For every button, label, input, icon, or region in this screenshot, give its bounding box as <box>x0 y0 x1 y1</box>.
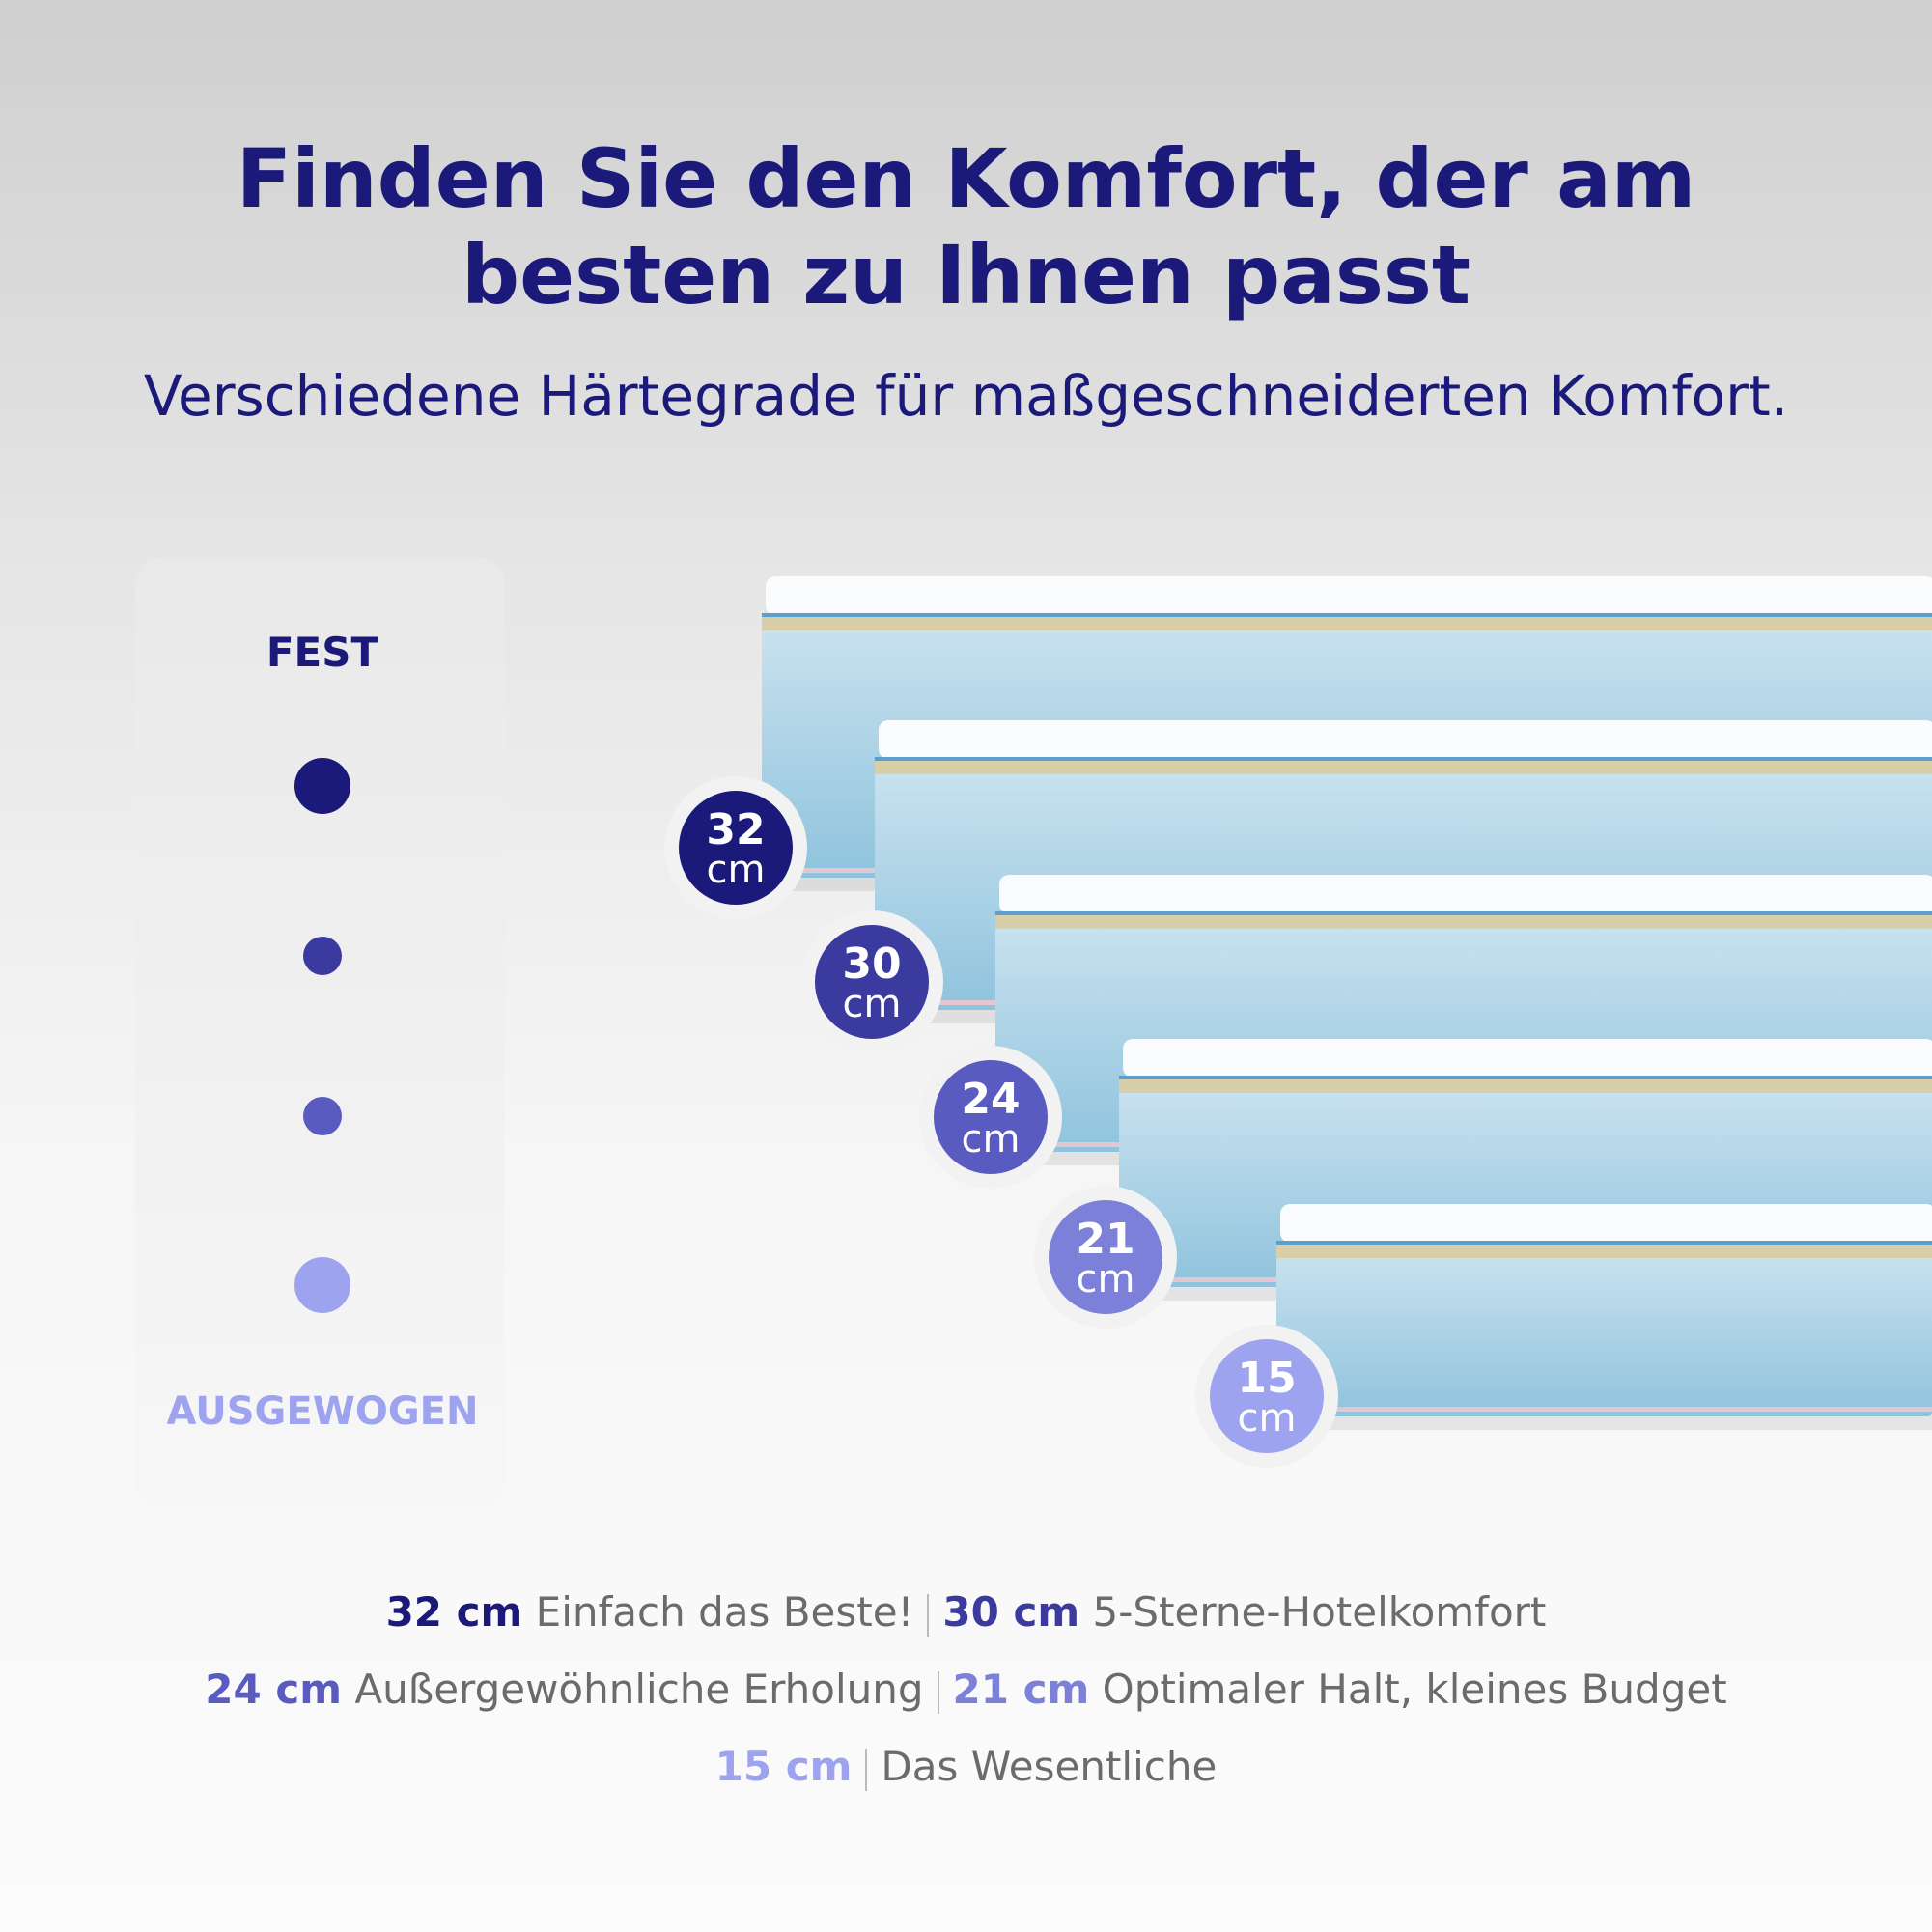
legend-size: 24 cm <box>205 1666 343 1713</box>
scale-bottom-label: AUSGEWOGEN <box>167 1389 479 1434</box>
badge-unit: cm <box>1077 1257 1135 1302</box>
badge-number: 30 <box>842 939 901 989</box>
mattress-top <box>766 576 1932 615</box>
legend-text: Optimaler Halt, kleines Budget <box>1102 1666 1727 1713</box>
badge-number: 24 <box>961 1075 1020 1124</box>
mattress-stripe <box>762 617 1932 630</box>
badge <box>1210 1339 1324 1453</box>
badge-unit: cm <box>1238 1396 1297 1441</box>
badge-number: 32 <box>706 805 765 854</box>
mattress-top <box>999 875 1932 913</box>
badge-unit: cm <box>962 1117 1021 1162</box>
legend-text: Einfach das Beste! <box>535 1588 914 1636</box>
mattress-bottom <box>1276 1407 1932 1412</box>
legend-row: 15 cm Das Wesentliche <box>0 1728 1932 1806</box>
subtitle: Verschiedene Härtegrade für maßgeschneid… <box>143 363 1789 429</box>
mattress-stripe <box>995 911 1932 915</box>
separator <box>937 1670 939 1714</box>
legend-text: 5-Sterne-Hotelkomfort <box>1092 1588 1547 1636</box>
separator <box>927 1593 930 1637</box>
title-line: Finden Sie den Komfort, der am <box>236 131 1696 226</box>
legend-size: 21 cm <box>952 1666 1090 1713</box>
mattress-stripe <box>875 761 1932 774</box>
scale-top-label: FEST <box>266 629 379 676</box>
mattress-stripe <box>1119 1079 1932 1093</box>
title: Finden Sie den Komfort, der am besten zu … <box>0 130 1932 323</box>
legend-text: Außergewöhnliche Erholung <box>354 1666 924 1713</box>
badge <box>815 925 929 1039</box>
title-line: besten zu Ihnen passt <box>461 228 1471 322</box>
mattress-top <box>879 720 1932 759</box>
mattress <box>1271 1204 1932 1430</box>
scale-dot <box>294 1257 350 1313</box>
mattress-top <box>1280 1204 1932 1243</box>
separator <box>865 1748 868 1791</box>
scale-dot <box>294 758 350 814</box>
badge-number: 15 <box>1237 1354 1296 1403</box>
legend-row: 32 cm Einfach das Beste! 30 cm 5-Sterne-H… <box>0 1574 1932 1651</box>
legend-size: 15 cm <box>714 1743 853 1790</box>
legend: 32 cm Einfach das Beste! 30 cm 5-Sterne-H… <box>0 1574 1932 1806</box>
mattress-stripe <box>1119 1076 1932 1079</box>
badge-unit: cm <box>707 848 766 892</box>
legend-size: 32 cm <box>385 1588 523 1636</box>
badge-number: 21 <box>1076 1215 1134 1264</box>
mattress-stripe <box>1276 1241 1932 1245</box>
badge <box>1049 1200 1162 1314</box>
mattress-stripe <box>875 757 1932 761</box>
mattress-stripe <box>995 915 1932 929</box>
legend-size: 30 cm <box>942 1588 1080 1636</box>
scale-dot <box>303 1097 342 1135</box>
legend-text: Das Wesentliche <box>881 1743 1218 1790</box>
mattress-body <box>1276 1252 1932 1416</box>
mattress-stripe <box>762 613 1932 617</box>
badge <box>934 1060 1048 1174</box>
badge <box>679 791 793 905</box>
legend-row: 24 cm Außergewöhnliche Erholung 21 cm Opt… <box>0 1651 1932 1728</box>
mattress-top <box>1123 1039 1932 1078</box>
mattress-stripe <box>1276 1245 1932 1258</box>
scale-dot <box>303 937 342 975</box>
badge-unit: cm <box>843 982 902 1026</box>
